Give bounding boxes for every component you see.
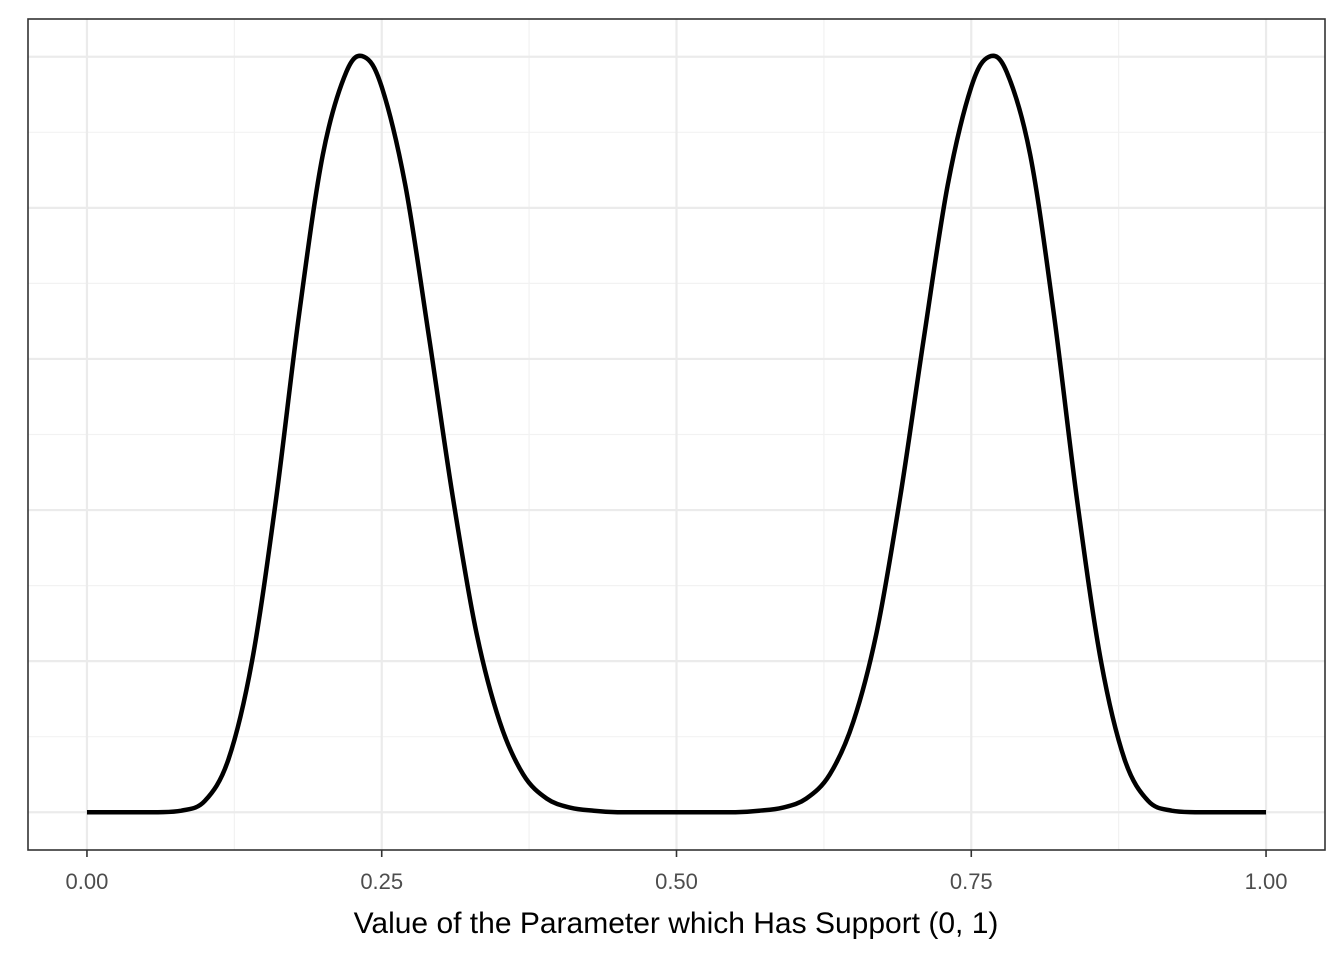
x-tick-label: 0.75 — [950, 869, 993, 894]
x-tick-label: 0.25 — [360, 869, 403, 894]
x-tick-label: 1.00 — [1245, 869, 1288, 894]
series-layer — [86, 53, 1267, 815]
x-axis-ticks: 0.00 0.25 0.50 0.75 1.00 — [66, 850, 1288, 894]
density-line — [86, 53, 1267, 815]
x-tick-label: 0.00 — [66, 869, 109, 894]
x-axis-title: Value of the Parameter which Has Support… — [354, 907, 999, 940]
x-tick-label: 0.50 — [655, 869, 698, 894]
